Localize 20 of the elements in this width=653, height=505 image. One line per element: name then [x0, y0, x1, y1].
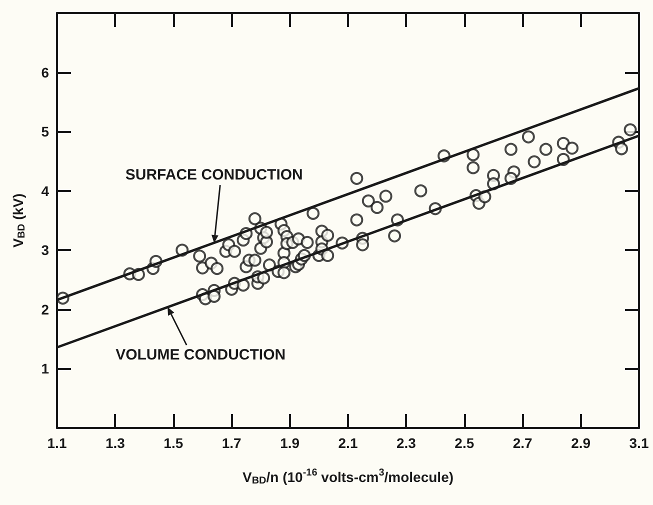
- annotation: VOLUME CONDUCTION: [116, 346, 286, 364]
- x-tick-label: 1.7: [222, 435, 242, 451]
- x-tick-label: 1.9: [280, 435, 300, 451]
- x-tick-label: 1.1: [47, 435, 67, 451]
- y-tick-label: 5: [41, 124, 50, 140]
- y-tick-label: 6: [41, 64, 50, 80]
- x-tick-label: 1.3: [105, 435, 126, 451]
- x-tick-label: 3.1: [629, 435, 649, 451]
- x-tick-label: 2.1: [338, 435, 358, 451]
- x-tick-label: 2.5: [454, 435, 474, 451]
- y-tick-label: 4: [41, 182, 50, 199]
- x-tick-label: 2.9: [571, 435, 591, 451]
- y-tick-label: 2: [41, 301, 50, 318]
- x-tick-label: 1.5: [164, 435, 184, 451]
- y-axis-title: VBD (kV): [10, 193, 28, 248]
- y-tick-label: 3: [41, 242, 50, 258]
- x-tick-label: 2.7: [512, 435, 533, 451]
- y-tick-label: 1: [41, 360, 50, 377]
- annotation: SURFACE CONDUCTION: [125, 166, 303, 184]
- x-tick-label: 2.3: [396, 435, 416, 451]
